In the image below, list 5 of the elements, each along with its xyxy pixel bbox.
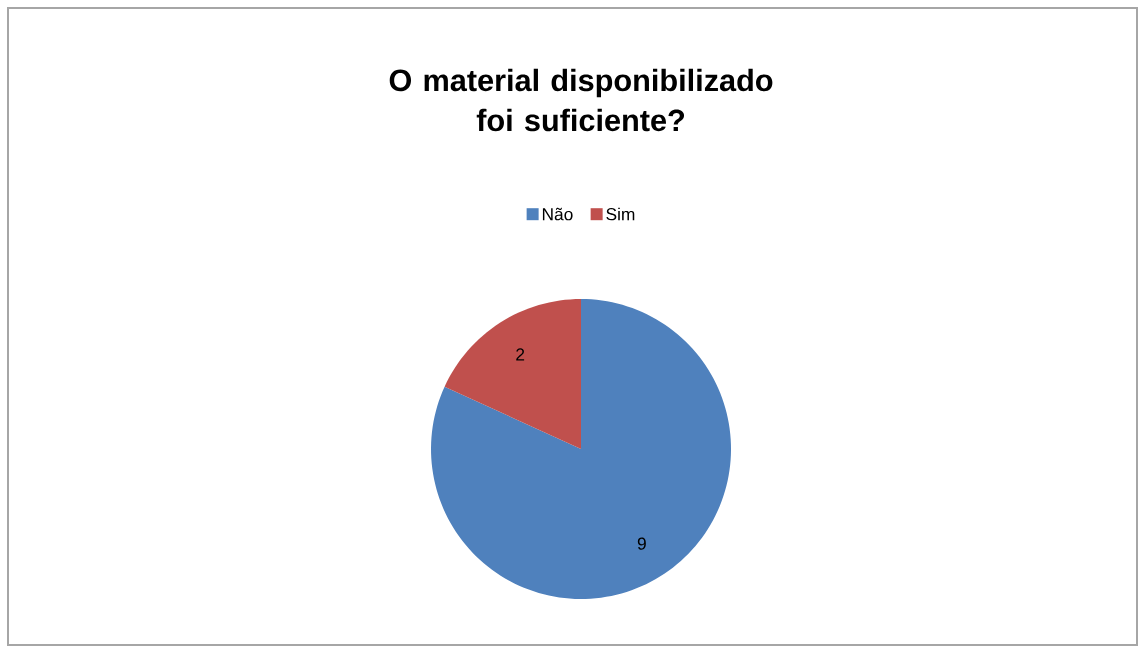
data-label: 2 [516,348,525,361]
chart-title: O material disponibilizado foi suficiente? [389,68,773,132]
legend-label: Não [542,207,573,221]
data-label: 9 [637,537,646,550]
legend-label: Sim [606,207,635,221]
